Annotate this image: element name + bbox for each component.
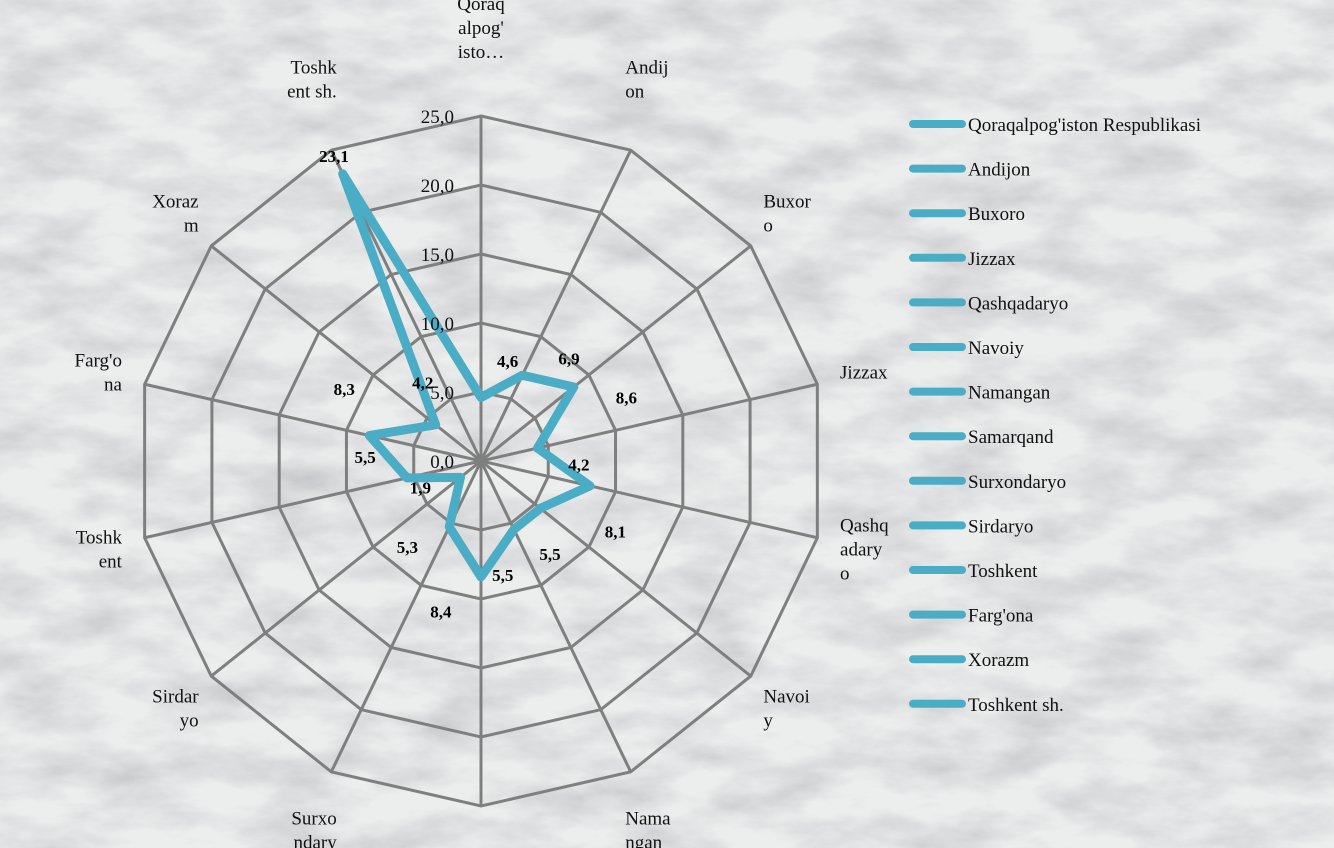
category-label-line: Navoi <box>763 687 809 708</box>
data-label: 5,5 <box>539 545 560 564</box>
data-label: 8,3 <box>334 380 355 399</box>
category-label-line: isto… <box>458 42 504 63</box>
grid-spoke <box>480 459 752 678</box>
category-label: Jizzax <box>840 363 888 384</box>
category-label: Qoraq alpog' isto… <box>457 0 505 63</box>
legend-label: Surxondaryo <box>968 472 1066 493</box>
radial-axis-ticks: 0,0 5,0 10,0 15,0 20,0 25,0 <box>421 107 454 473</box>
radial-tick-label: 25,0 <box>421 107 454 128</box>
radial-tick-label: 0,0 <box>430 452 454 473</box>
data-label: 4,2 <box>412 373 433 392</box>
data-label: 5,5 <box>355 448 376 467</box>
category-label-line: o <box>840 563 850 584</box>
category-label-line: yo <box>180 711 199 732</box>
category-label-line: y <box>763 711 773 732</box>
category-label-line: alpog' <box>458 18 504 39</box>
series-line <box>338 169 595 582</box>
legend-label: Qashqadaryo <box>968 293 1068 314</box>
radial-tick-label: 20,0 <box>421 176 454 197</box>
category-label-line: Buxor <box>763 191 811 212</box>
category-label-line: m <box>184 215 199 236</box>
data-label: 8,1 <box>605 523 626 542</box>
category-label-line: Andij <box>625 57 668 78</box>
category-label: Toshk ent sh. <box>287 57 337 102</box>
legend-label: Farg'ona <box>968 606 1034 627</box>
category-label-line: ngan <box>625 833 662 848</box>
category-label-line: Sirdar <box>152 687 199 708</box>
category-label-line: Nama <box>625 809 671 830</box>
category-label-line: Xoraz <box>152 191 198 212</box>
category-label-line: Qashq <box>840 515 889 536</box>
data-label: 8,6 <box>616 388 637 407</box>
category-label-line: on <box>625 81 645 102</box>
category-label-line: ent sh. <box>287 81 337 102</box>
category-label: Buxor o <box>763 191 811 236</box>
legend-label: Jizzax <box>968 249 1016 270</box>
legend-label: Toshkent sh. <box>968 695 1064 716</box>
category-label: Navoi y <box>763 687 809 732</box>
category-labels: Qoraq alpog' isto… Andij on Buxor o Jizzax Qashq… <box>75 0 890 848</box>
category-label: Andij on <box>625 57 668 102</box>
data-label: 4,2 <box>568 455 589 474</box>
radial-tick-label: 5,0 <box>430 383 454 404</box>
category-label-line: Toshk <box>76 527 123 548</box>
data-labels: 4,6 6,9 8,6 4,2 8,1 5,5 5,5 8,4 5,3 1,9 5,5 8,3 4,2 2… <box>319 147 637 622</box>
category-label: Qashq adary o <box>840 515 889 584</box>
category-label: Farg'o na <box>75 351 123 396</box>
legend-label: Samarqand <box>968 427 1054 448</box>
data-label: 1,9 <box>410 479 431 498</box>
grid-spoke <box>480 459 818 540</box>
legend-label: Namangan <box>968 383 1051 404</box>
category-label-line: adary <box>840 539 883 560</box>
category-label-line: Jizzax <box>840 363 888 384</box>
data-label: 5,3 <box>397 538 418 557</box>
grid-spoke <box>479 460 633 773</box>
category-label-line: ndary <box>293 833 337 848</box>
legend-label: Xorazm <box>968 650 1029 671</box>
category-label: Surxondaryo <box>291 809 337 848</box>
grid-spoke <box>144 382 482 463</box>
legend-label: Sirdaryo <box>968 516 1033 537</box>
data-label: 5,5 <box>492 566 513 585</box>
category-label: Sirdar yo <box>152 687 199 732</box>
legend: Qoraqalpog'iston Respublikasi Andijon Buxo… <box>909 115 1201 716</box>
category-label-line: ent <box>99 551 123 572</box>
category-label-line: o <box>763 215 773 236</box>
radar-series <box>338 169 595 582</box>
category-label-line: Qoraq <box>457 0 505 15</box>
category-label-line: Toshk <box>291 57 338 78</box>
legend-label: Toshkent <box>968 561 1038 582</box>
legend-label: Andijon <box>968 160 1031 181</box>
category-label-line: Farg'o <box>75 351 122 372</box>
grid-spoke <box>479 149 633 462</box>
data-label: 23,1 <box>319 147 349 166</box>
data-label: 6,9 <box>558 349 579 368</box>
category-label-line: na <box>104 375 123 396</box>
category-label: Xoraz m <box>152 191 199 236</box>
category-label-line: Surxo <box>291 809 336 830</box>
grid-spoke <box>210 459 482 678</box>
category-label: Toshk ent <box>76 527 123 572</box>
grid-spoke <box>480 244 752 463</box>
legend-label: Navoiy <box>968 338 1024 359</box>
legend-label: Qoraqalpog'iston Respublikasi <box>968 115 1201 136</box>
radial-tick-label: 10,0 <box>421 314 454 335</box>
data-label: 4,6 <box>497 352 518 371</box>
legend-label: Buxoro <box>968 204 1025 225</box>
data-label: 8,4 <box>430 603 452 622</box>
category-label: Nama ngan <box>625 809 671 848</box>
radial-tick-label: 15,0 <box>421 245 454 266</box>
